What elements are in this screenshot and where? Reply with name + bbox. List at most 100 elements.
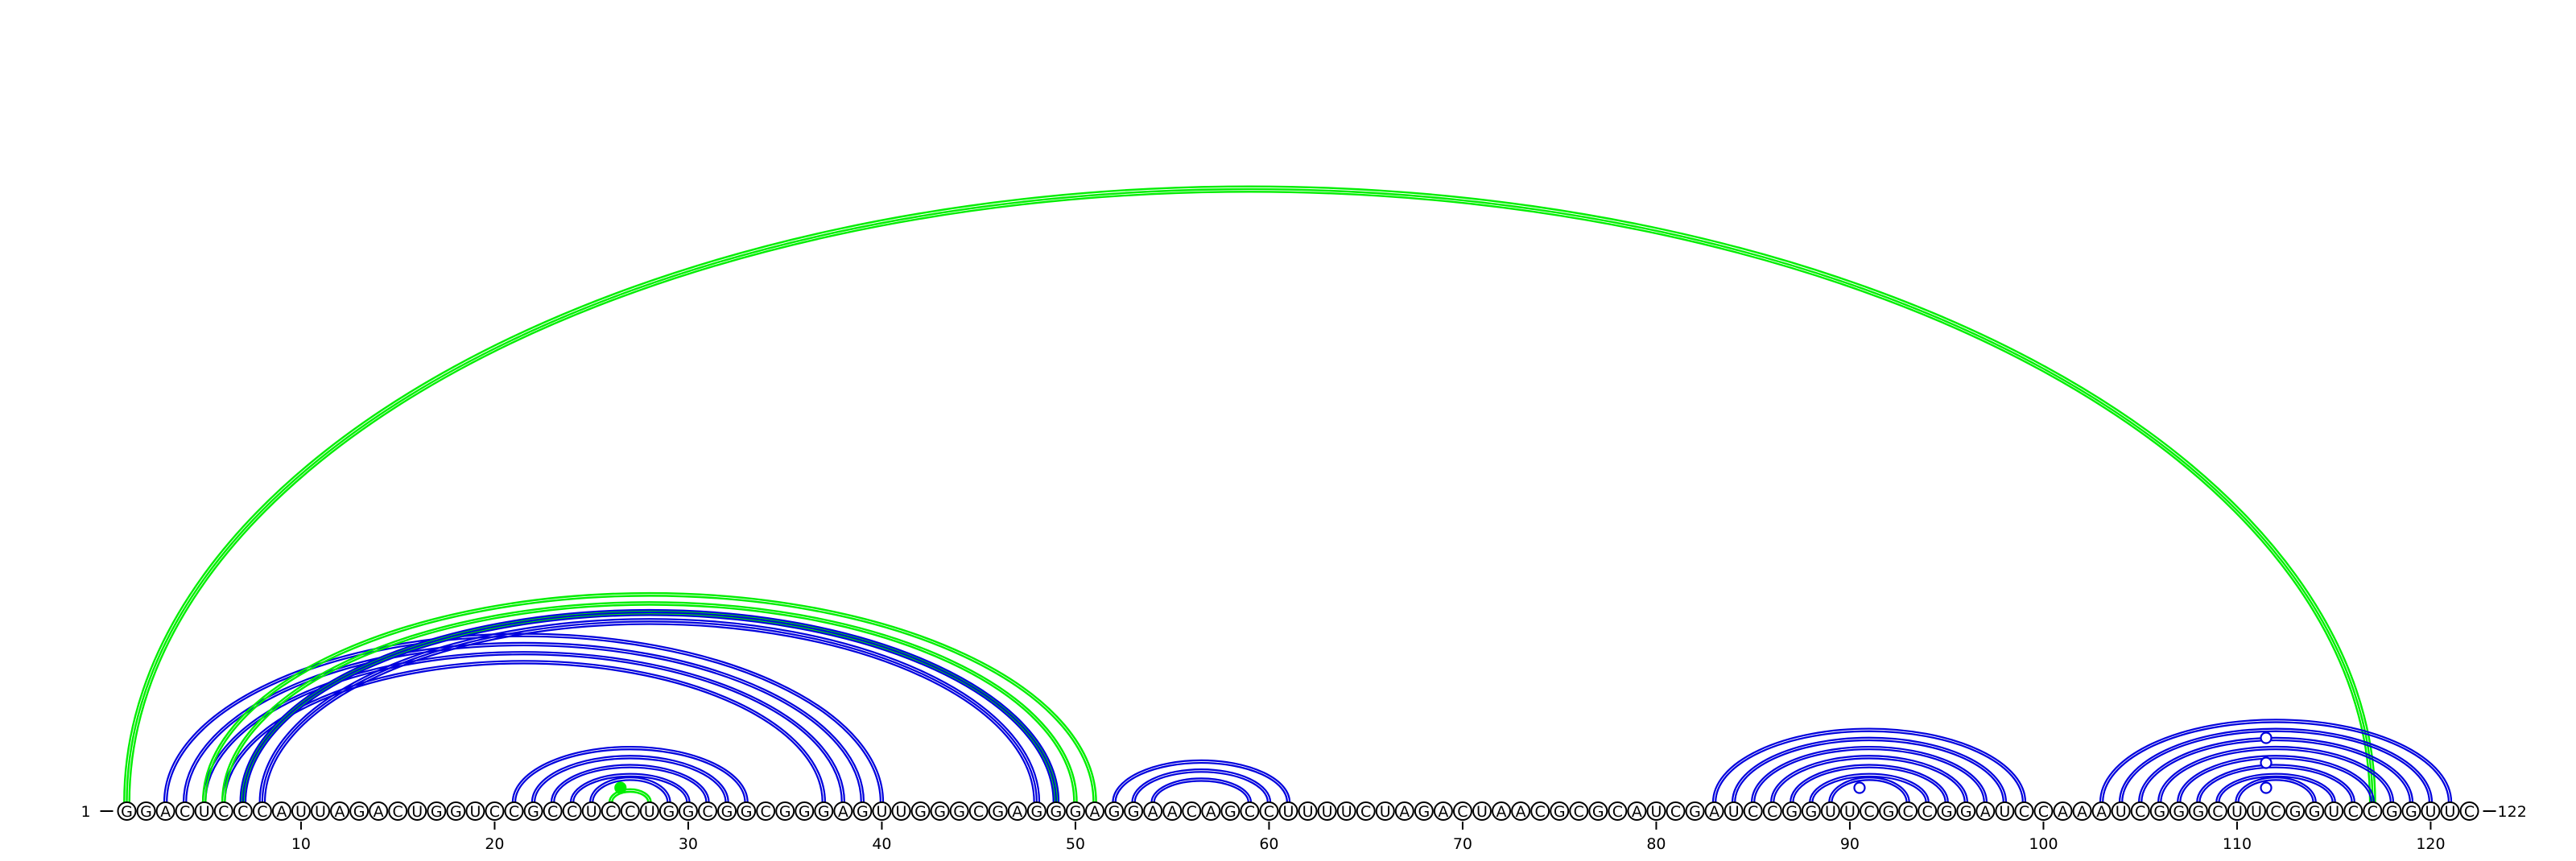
base-pair-arc xyxy=(1790,764,1949,803)
nucleotide-circle xyxy=(2033,801,2054,821)
base-pair-arc xyxy=(2160,748,2392,803)
base-pair-arc xyxy=(550,764,710,803)
base-pair-arc xyxy=(2177,755,2375,803)
loop-markers xyxy=(614,731,2273,794)
nucleotide: G xyxy=(2188,801,2208,821)
base-pair-arc xyxy=(1792,766,1946,803)
nucleotide-circle xyxy=(2363,801,2383,821)
nucleotide-letter: G xyxy=(1805,803,1817,821)
base-pair-arc xyxy=(2215,772,2336,803)
nucleotide-letter: G xyxy=(953,803,965,821)
nucleotide: C xyxy=(2014,801,2034,821)
nucleotide: A xyxy=(2072,801,2092,821)
nucleotide-circle xyxy=(872,801,892,821)
base-pair-arc xyxy=(204,595,1095,803)
nucleotide-circle xyxy=(1104,801,1125,821)
base-pair-arc xyxy=(514,748,746,803)
nucleotide: C xyxy=(252,801,272,821)
nucleotide-circle xyxy=(2421,801,2441,821)
nucleotide-circle xyxy=(291,801,311,821)
nucleotide: G xyxy=(717,801,737,821)
nucleotide-letter: G xyxy=(140,803,152,821)
nucleotide-letter: U xyxy=(644,803,655,821)
nucleotide-circle xyxy=(1685,801,1705,821)
nucleotide-circle xyxy=(2149,801,2169,821)
nucleotide-circle xyxy=(1240,801,1260,821)
nucleotide-circle xyxy=(1511,801,1531,821)
base-pair-arc xyxy=(241,610,1059,803)
base-pair-arc xyxy=(553,766,708,803)
nucleotide: G xyxy=(1937,801,1957,821)
nucleotide: C xyxy=(504,801,524,821)
base-pair-arc xyxy=(166,635,881,803)
nucleotide-letter: U xyxy=(1341,803,1352,821)
base-pair-arc xyxy=(1751,745,1988,803)
nucleotide-circle xyxy=(2459,801,2479,821)
nucleotide-circle xyxy=(1995,801,2015,821)
nucleotide-letter: C xyxy=(1264,803,1274,821)
nucleotide: A xyxy=(1007,801,1027,821)
nucleotide-circle xyxy=(369,801,389,821)
base-pair-arc xyxy=(221,660,826,803)
nucleotide: C xyxy=(562,801,582,821)
nucleotide-circle xyxy=(1452,801,1472,821)
nucleotide-circle xyxy=(1492,801,1512,821)
nucleotide: G xyxy=(1801,801,1821,821)
base-pair-arc xyxy=(2102,721,2450,803)
nucleotide-circle xyxy=(1530,801,1550,821)
base-pair-arc xyxy=(1112,759,1291,803)
nucleotide-letter: A xyxy=(2077,803,2087,821)
base-pair-arc xyxy=(242,612,1057,803)
nucleotide: G xyxy=(1104,801,1125,821)
nucleotide-letter: G xyxy=(779,803,791,821)
nucleotide-circle xyxy=(1608,801,1628,821)
nucleotide-letter: C xyxy=(2135,803,2145,821)
nucleotide-letter: U xyxy=(411,803,423,821)
nucleotide-circle xyxy=(485,801,505,821)
nucleotide-circle xyxy=(1646,801,1666,821)
nucleotide: U xyxy=(639,801,659,821)
tick-label: 120 xyxy=(2416,835,2445,853)
nucleotide: U xyxy=(194,801,214,821)
nucleotide: U xyxy=(1336,801,1356,821)
nucleotide: U xyxy=(1724,801,1744,821)
nucleotide-letter: U xyxy=(295,803,307,821)
base-pair-arc xyxy=(592,779,669,803)
base-pair-arc xyxy=(2157,745,2395,803)
nucleotide-letter: A xyxy=(1206,803,1216,821)
nucleotide-letter: A xyxy=(1438,803,1448,821)
nucleotide-circle xyxy=(949,801,969,821)
base-pair-arc xyxy=(511,745,749,803)
nucleotide-circle xyxy=(1975,801,1996,821)
nucleotide: U xyxy=(1298,801,1318,821)
nucleotide: C xyxy=(1259,801,1279,821)
nucleotide-circle xyxy=(1627,801,1647,821)
nucleotide-letter: C xyxy=(1574,803,1584,821)
nucleotide: U xyxy=(465,801,485,821)
nucleotide-circle xyxy=(175,801,195,821)
nucleotide: C xyxy=(233,801,253,821)
nucleotide: A xyxy=(833,801,853,821)
nucleotide-letter: G xyxy=(1785,803,1798,821)
base-pair-arc xyxy=(1153,780,1249,803)
nucleotide-circle xyxy=(1801,801,1821,821)
base-pair-arc xyxy=(221,601,1078,803)
nucleotide-circle xyxy=(639,801,659,821)
nucleotide-letter: A xyxy=(160,803,171,821)
nucleotide-circle xyxy=(1550,801,1570,821)
nucleotide-circle xyxy=(2130,801,2150,821)
nucleotide-letter: U xyxy=(1302,803,1314,821)
nucleotide-circle xyxy=(2072,801,2092,821)
nucleotide-circle xyxy=(1317,801,1337,821)
base-pair-arc xyxy=(1131,768,1272,803)
nucleotide-letter: C xyxy=(2038,803,2049,821)
nucleotide-circle xyxy=(2091,801,2112,821)
nucleotide-letter: G xyxy=(1689,803,1701,821)
nucleotide: G xyxy=(1588,801,1608,821)
nucleotide-circle xyxy=(698,801,717,821)
nucleotide-circle xyxy=(775,801,795,821)
base-pair-arc xyxy=(572,775,688,803)
nucleotide-circle xyxy=(1569,801,1589,821)
nucleotide-circle xyxy=(1182,801,1202,821)
nucleotide-letter: C xyxy=(257,803,267,821)
